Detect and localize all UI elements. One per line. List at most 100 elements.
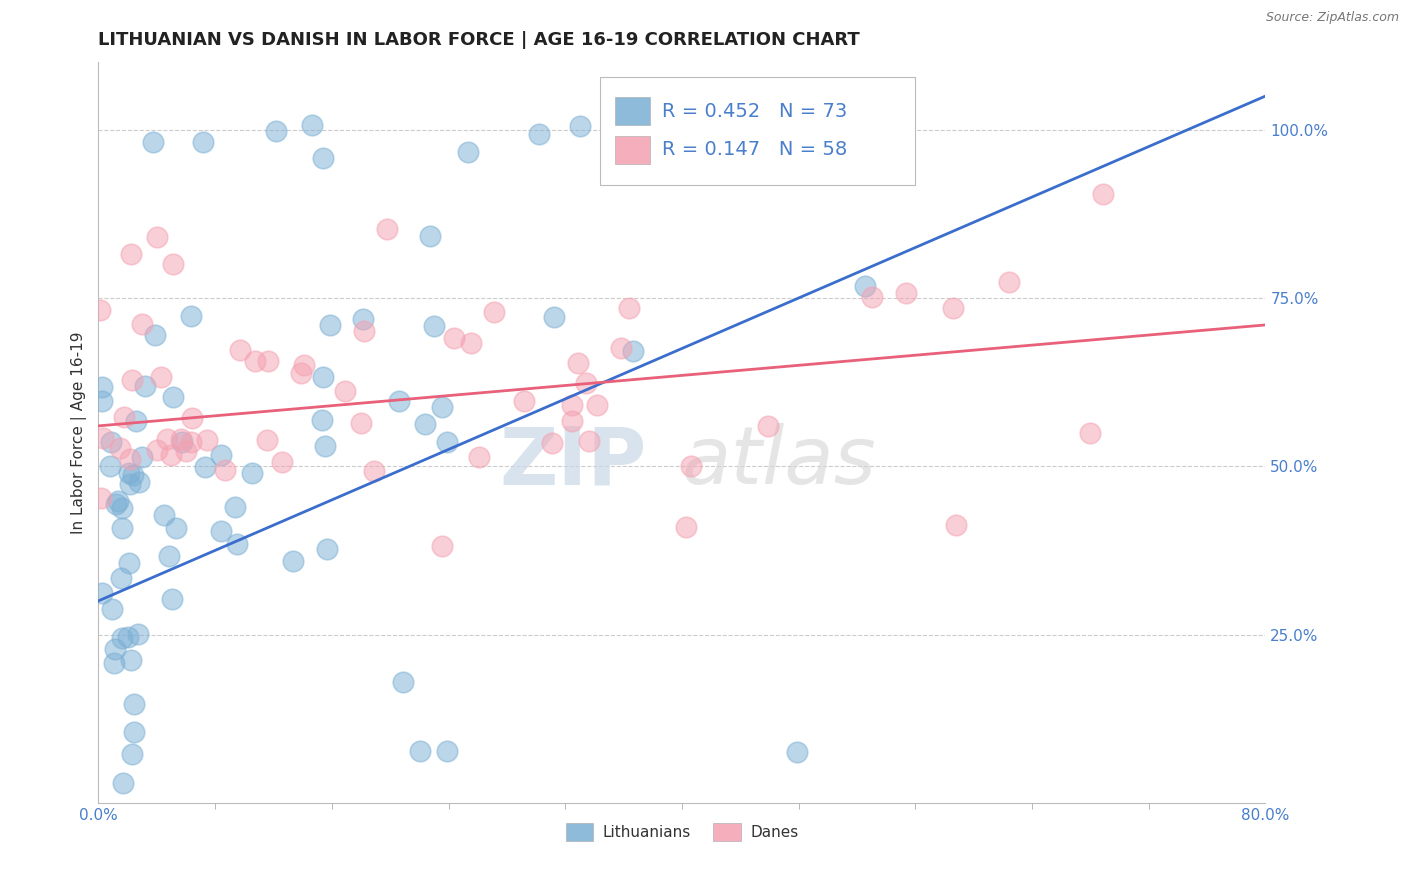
- Point: [468, 450, 491, 464]
- Point: [120, 246, 142, 260]
- Point: [311, 370, 333, 384]
- Text: ZIP: ZIP: [499, 423, 647, 501]
- Point: [157, 549, 180, 563]
- Point: [292, 358, 315, 372]
- Point: [111, 631, 134, 645]
- Point: [527, 127, 550, 141]
- Point: [122, 724, 145, 739]
- Point: [131, 317, 153, 331]
- Point: [160, 591, 183, 606]
- Point: [107, 493, 129, 508]
- Point: [430, 400, 453, 414]
- Point: [112, 410, 135, 425]
- Point: [121, 747, 143, 762]
- Point: [91, 431, 114, 445]
- Point: [350, 416, 373, 430]
- Point: [790, 109, 813, 123]
- Point: [945, 517, 967, 532]
- Point: [513, 393, 536, 408]
- Point: [120, 653, 142, 667]
- Point: [609, 341, 631, 355]
- Point: [101, 602, 124, 616]
- Point: [209, 524, 232, 538]
- Point: [430, 539, 453, 553]
- Point: [758, 418, 780, 433]
- Legend: Lithuanians, Danes: Lithuanians, Danes: [560, 817, 804, 847]
- FancyBboxPatch shape: [600, 78, 915, 185]
- Point: [457, 145, 479, 159]
- Point: [353, 324, 375, 338]
- Point: [541, 435, 564, 450]
- Point: [149, 370, 172, 384]
- Point: [90, 491, 112, 505]
- Point: [543, 310, 565, 324]
- Point: [1080, 425, 1102, 440]
- Point: [256, 433, 278, 447]
- Point: [122, 467, 145, 482]
- Point: [111, 500, 134, 515]
- Point: [156, 433, 179, 447]
- Point: [853, 278, 876, 293]
- Point: [90, 393, 112, 408]
- Point: [146, 230, 169, 244]
- Point: [180, 309, 202, 323]
- Point: [436, 744, 458, 758]
- Point: [125, 414, 148, 428]
- Point: [103, 656, 125, 670]
- Point: [191, 136, 214, 150]
- Point: [128, 475, 150, 489]
- Point: [283, 554, 305, 568]
- Point: [567, 355, 589, 369]
- Point: [118, 477, 141, 491]
- Text: R = 0.452   N = 73: R = 0.452 N = 73: [662, 102, 848, 120]
- Point: [118, 466, 141, 480]
- Point: [162, 256, 184, 270]
- Point: [229, 343, 252, 357]
- Point: [575, 376, 598, 391]
- Point: [375, 222, 398, 236]
- Point: [146, 442, 169, 457]
- Point: [98, 458, 121, 473]
- Point: [127, 627, 149, 641]
- Point: [194, 460, 217, 475]
- Point: [162, 390, 184, 404]
- Point: [409, 744, 432, 758]
- Point: [460, 335, 482, 350]
- Text: Source: ZipAtlas.com: Source: ZipAtlas.com: [1265, 11, 1399, 24]
- Text: R = 0.147   N = 58: R = 0.147 N = 58: [662, 140, 848, 160]
- Point: [122, 697, 145, 711]
- Point: [117, 630, 139, 644]
- Point: [209, 448, 232, 462]
- Point: [436, 435, 458, 450]
- Point: [333, 384, 356, 398]
- Point: [679, 458, 702, 473]
- Point: [312, 152, 335, 166]
- Point: [484, 305, 506, 319]
- Point: [866, 109, 889, 123]
- Point: [170, 434, 193, 449]
- Point: [197, 433, 219, 447]
- Point: [585, 398, 607, 412]
- Point: [257, 353, 280, 368]
- Point: [180, 411, 202, 425]
- Text: atlas: atlas: [682, 423, 877, 501]
- Point: [561, 398, 583, 412]
- Point: [578, 434, 600, 448]
- Point: [111, 521, 134, 535]
- Point: [391, 674, 413, 689]
- Point: [786, 745, 808, 759]
- Point: [621, 344, 644, 359]
- Point: [110, 572, 132, 586]
- Point: [860, 290, 883, 304]
- Point: [91, 586, 114, 600]
- Point: [363, 464, 385, 478]
- Point: [121, 373, 143, 387]
- Text: LITHUANIAN VS DANISH IN LABOR FORCE | AGE 16-19 CORRELATION CHART: LITHUANIAN VS DANISH IN LABOR FORCE | AG…: [98, 31, 860, 49]
- Point: [100, 435, 122, 450]
- Point: [104, 497, 127, 511]
- Point: [443, 331, 465, 345]
- Point: [131, 450, 153, 465]
- Y-axis label: In Labor Force | Age 16-19: In Labor Force | Age 16-19: [72, 331, 87, 534]
- Point: [118, 556, 141, 570]
- Bar: [616, 97, 651, 126]
